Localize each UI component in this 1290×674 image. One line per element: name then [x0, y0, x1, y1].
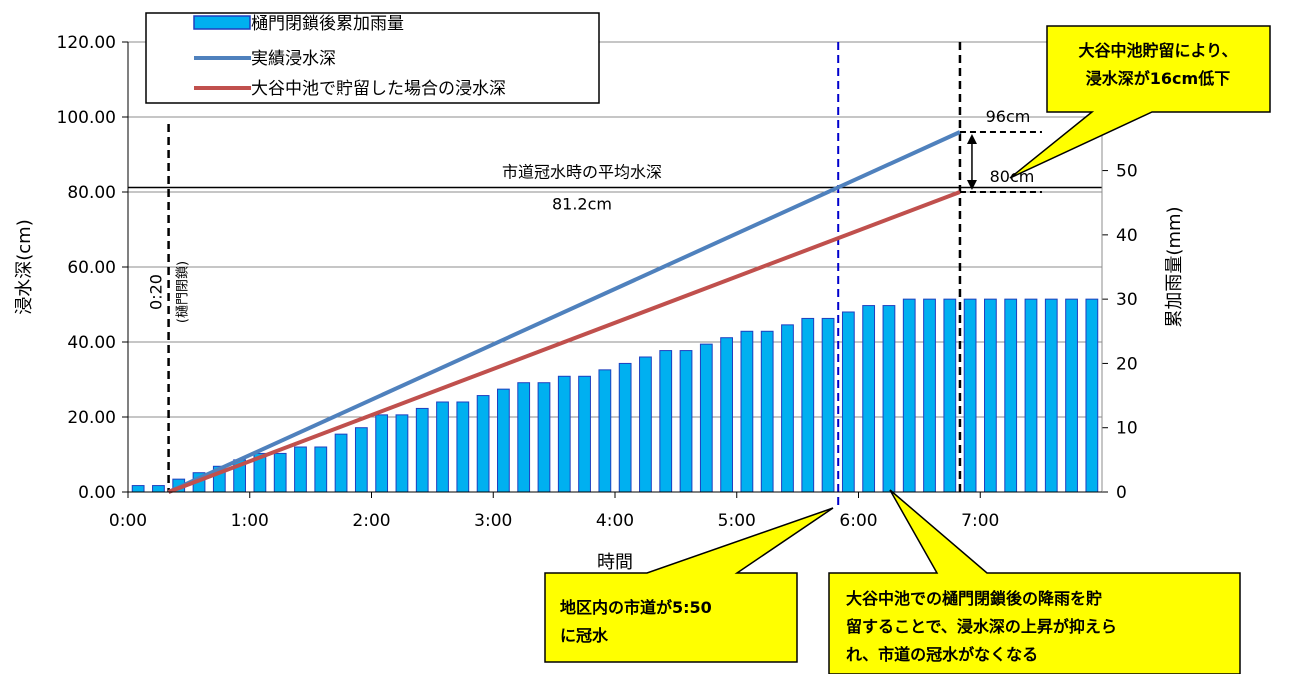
y2-tick-label: 50 — [1116, 162, 1138, 182]
x-tick-label: 2:00 — [352, 511, 390, 531]
callout-bottom-right-text: 留することで、浸水深の上昇が抑えら — [846, 617, 1117, 636]
rainfall-bar — [456, 401, 470, 493]
rainfall-bar — [578, 375, 591, 493]
y-tick-label: 40.00 — [67, 333, 116, 353]
callout-bottom-right-text: れ、市道の冠水がなくなる — [846, 645, 1038, 664]
rainfall-bar — [557, 375, 571, 493]
rainfall-bar — [801, 317, 815, 493]
y-tick-label: 80.00 — [67, 183, 116, 203]
rainfall-bar — [841, 311, 855, 493]
rainfall-bar — [1044, 298, 1058, 493]
rainfall-bar — [314, 446, 328, 493]
rainfall-bar — [984, 298, 997, 493]
y-tick-label: 60.00 — [67, 258, 116, 278]
rainfall-bar — [334, 433, 348, 493]
rainfall-bar — [415, 407, 429, 493]
callout-bottom-left — [544, 507, 834, 663]
callout-top-right-text: 浸水深が16cm低下 — [1086, 69, 1230, 88]
x-tick-label: 6:00 — [839, 511, 877, 531]
rainfall-bar — [273, 452, 287, 493]
y-tick-label: 120.00 — [57, 33, 116, 53]
rainfall-bar — [781, 324, 794, 493]
x-tick-label: 1:00 — [231, 511, 269, 531]
rainfall-bar — [436, 401, 449, 493]
rainfall-bar — [294, 446, 307, 493]
rainfall-bar — [354, 427, 368, 493]
rainfall-bar — [618, 362, 632, 493]
rainfall-bar — [862, 305, 876, 493]
gate-close-note: (樋門閉鎖) — [175, 261, 191, 323]
rainfall-bar — [639, 356, 652, 493]
label-96cm: 96cm — [986, 107, 1031, 126]
rainfall-bar — [537, 382, 551, 493]
callout-bottom-left-text: に冠水 — [560, 626, 609, 645]
rainfall-bar — [395, 414, 409, 493]
actual-depth-line — [167, 130, 961, 494]
y2-tick-label: 0 — [1116, 483, 1127, 503]
rainfall-bar — [131, 485, 145, 493]
legend-label-storage: 大谷中池で貯留した場合の浸水深 — [251, 79, 506, 99]
rainfall-bars — [131, 298, 1099, 493]
rainfall-bar — [720, 337, 733, 493]
rainfall-bar — [152, 485, 165, 493]
y-tick-label: 0.00 — [78, 483, 116, 503]
rainfall-bar — [1065, 298, 1078, 493]
callout-top-right-text: 大谷中池貯留により、 — [1078, 41, 1237, 60]
axes: 0.00 20.00 40.00 60.00 80.00 100.00 120.00 0 10 2… — [14, 33, 1185, 573]
rainfall-bar — [699, 343, 713, 493]
rainfall-bar — [476, 395, 490, 493]
rainfall-bar — [659, 350, 673, 493]
rainfall-bar — [1085, 298, 1099, 493]
rainfall-bar — [760, 330, 774, 493]
rainfall-bar — [923, 298, 936, 493]
reference-lines — [128, 42, 1102, 510]
callout-bottom-right-text: 大谷中池での樋門閉鎖後の降雨を貯 — [846, 589, 1102, 608]
y-axis-title: 浸水深(cm) — [14, 219, 35, 314]
diff-arrow-head-up — [966, 134, 977, 144]
legend-label-rainfall: 樋門閉鎖後累加雨量 — [251, 14, 404, 34]
rainfall-bar — [740, 330, 754, 493]
rainfall-bar — [1004, 298, 1018, 493]
y2-tick-label: 30 — [1116, 290, 1138, 310]
callout-top-right — [1009, 25, 1271, 179]
x-axis-title: 時間 — [597, 552, 633, 573]
y-tick-label: 100.00 — [57, 108, 116, 128]
rainfall-bar — [1024, 298, 1038, 493]
x-tick-label: 7:00 — [961, 511, 999, 531]
gate-close-time-label: 0:20 — [147, 274, 166, 310]
rainfall-bar — [943, 298, 957, 493]
rainfall-bar — [497, 388, 510, 493]
rainfall-bar — [598, 369, 612, 493]
rainfall-bar — [963, 298, 977, 493]
rainfall-bar — [375, 414, 389, 493]
y2-tick-label: 20 — [1116, 354, 1138, 374]
rainfall-bar — [821, 317, 835, 493]
x-tick-label: 4:00 — [596, 511, 634, 531]
callout-bottom-right — [828, 489, 1241, 674]
legend-bar-swatch — [193, 15, 251, 30]
x-tick-label: 0:00 — [109, 511, 147, 531]
x-tick-label: 5:00 — [718, 511, 756, 531]
depth-lines — [167, 130, 961, 494]
callout-bottom-left-text: 地区内の市道が5:50 — [560, 598, 712, 617]
rainfall-bar — [517, 382, 531, 493]
y-tick-label: 20.00 — [67, 408, 116, 428]
rainfall-bar — [902, 298, 916, 493]
rainfall-bar — [679, 350, 693, 493]
x-tick-label: 3:00 — [474, 511, 512, 531]
avg-depth-value: 81.2cm — [552, 195, 612, 214]
rainfall-bar — [882, 305, 896, 493]
y2-axis-title: 累加雨量(mm) — [1164, 206, 1185, 327]
y2-tick-label: 10 — [1116, 419, 1138, 439]
storage-depth-line — [167, 190, 961, 494]
diff-arrow-head-down — [966, 180, 977, 190]
legend-label-actual: 実績浸水深 — [251, 49, 336, 69]
y2-tick-label: 40 — [1116, 226, 1138, 246]
avg-depth-label: 市道冠水時の平均水深 — [502, 163, 662, 182]
